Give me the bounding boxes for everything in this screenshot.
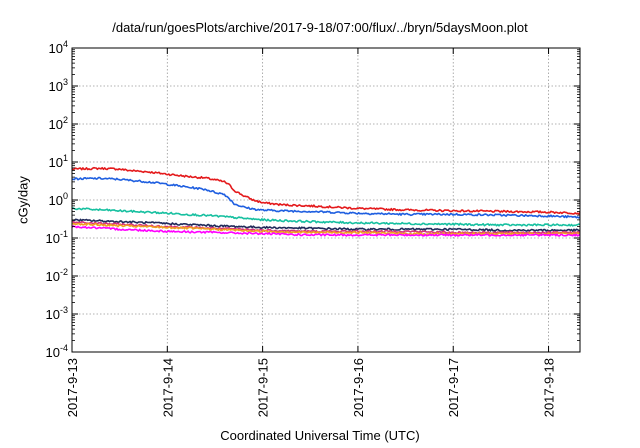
series-line-6 [71, 222, 581, 236]
y-tick-label: 101 [49, 153, 68, 170]
y-tick-label: 103 [49, 77, 68, 94]
y-tick-label: 10-4 [46, 343, 68, 360]
series-line-4 [71, 218, 581, 232]
axis-ticks: 10-4 10-3 10-2 10-1 100 101 102 103 104 2017-9-13… [46, 39, 580, 417]
y-tick-label: 100 [49, 191, 68, 208]
series-line-3 [71, 207, 581, 227]
x-tick-label: 2017-9-14 [160, 358, 175, 417]
series-line-5 [71, 220, 581, 235]
x-axis-label: Coordinated Universal Time (UTC) [220, 428, 420, 443]
series-line-2 [71, 176, 581, 219]
x-tick-label: 2017-9-17 [446, 358, 461, 417]
x-tick-label: 2017-9-18 [542, 358, 557, 417]
series-line-1 [71, 166, 581, 215]
y-tick-label: 104 [49, 39, 68, 56]
y-tick-label: 102 [49, 115, 68, 132]
series-lines [71, 166, 581, 237]
x-tick-label: 2017-9-16 [351, 358, 366, 417]
grid-lines [72, 48, 580, 352]
series-line-7 [71, 225, 581, 237]
chart-title: /data/run/goesPlots/archive/2017-9-18/07… [112, 20, 528, 35]
y-tick-label: 10-2 [46, 267, 68, 284]
y-tick-label: 10-3 [46, 305, 68, 322]
x-tick-label: 2017-9-15 [256, 358, 271, 417]
x-tick-label: 2017-9-13 [65, 358, 80, 417]
y-tick-label: 10-1 [46, 229, 68, 246]
